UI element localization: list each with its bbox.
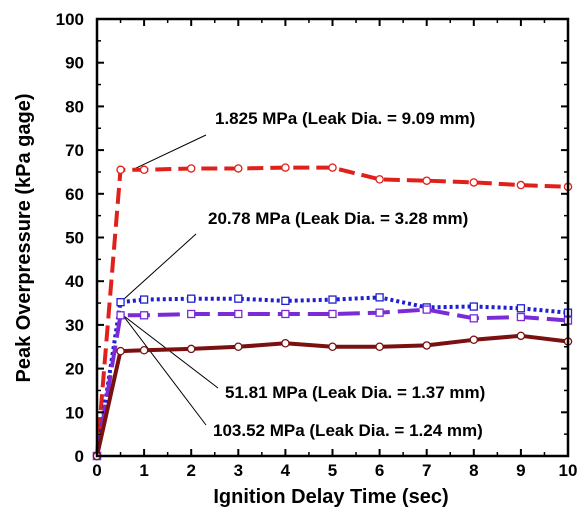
y-tick-label: 60	[65, 185, 84, 204]
annotation-series-1: 1.825 MPa (Leak Dia. = 9.09 mm)	[215, 109, 475, 128]
annotation-leaders	[120, 134, 219, 426]
series-layer	[92, 163, 573, 461]
data-point	[516, 180, 526, 190]
leader-line	[122, 314, 219, 389]
y-tick-label: 30	[65, 316, 84, 335]
y-tick-label: 70	[65, 141, 84, 160]
data-point	[139, 295, 149, 304]
x-axis-title: Ignition Delay Time (sec)	[213, 486, 448, 508]
series-4	[92, 331, 573, 461]
data-point	[281, 339, 290, 348]
annotation-series-4: 103.52 MPa (Leak Dia. = 1.24 mm)	[213, 421, 483, 440]
data-point	[139, 311, 149, 320]
data-point	[328, 163, 337, 172]
y-tick-label: 100	[56, 10, 84, 29]
x-tick-label: 3	[234, 461, 243, 480]
y-tick-label: 20	[65, 360, 84, 379]
data-point	[469, 302, 478, 311]
data-point	[116, 346, 125, 356]
annotation-series-2: 20.78 MPa (Leak Dia. = 3.28 mm)	[208, 209, 468, 228]
y-tick-label: 10	[65, 403, 84, 422]
data-point	[516, 312, 526, 322]
x-tick-label: 5	[328, 461, 337, 480]
x-tick-label: 1	[139, 461, 148, 480]
data-point	[375, 293, 384, 302]
annotation-series-3: 51.81 MPa (Leak Dia. = 1.37 mm)	[225, 383, 485, 402]
data-point	[139, 345, 149, 355]
data-point	[422, 305, 431, 314]
y-axis-title: Peak Overpressure (kPa gage)	[13, 93, 35, 382]
leader-line	[122, 314, 207, 426]
data-point	[281, 296, 290, 306]
x-tick-label: 0	[92, 461, 101, 480]
data-point	[469, 335, 479, 345]
y-tick-label: 90	[65, 54, 84, 73]
data-point	[234, 309, 243, 319]
leader-line	[132, 134, 207, 171]
data-point	[281, 309, 290, 319]
data-point	[187, 309, 196, 319]
data-point	[116, 165, 125, 175]
x-tick-label: 7	[422, 461, 431, 480]
data-point	[116, 311, 125, 320]
data-point	[516, 331, 526, 341]
x-tick-label: 4	[281, 461, 291, 480]
data-point	[516, 304, 526, 313]
x-tick-label: 9	[516, 461, 525, 480]
data-point	[139, 165, 149, 175]
x-tick-label: 6	[375, 461, 384, 480]
data-point	[422, 176, 431, 185]
x-tick-label: 10	[559, 461, 578, 480]
y-tick-label: 80	[65, 97, 84, 116]
leader-line	[120, 233, 197, 303]
y-tick-label: 40	[65, 272, 84, 291]
data-point	[328, 309, 337, 319]
data-point	[469, 314, 478, 323]
data-point	[375, 342, 384, 351]
y-tick-label: 0	[75, 447, 84, 466]
data-point	[234, 164, 243, 173]
y-tick-label: 50	[65, 229, 84, 248]
axis-ticks	[96, 18, 569, 457]
data-point	[186, 164, 196, 173]
data-point	[116, 298, 125, 307]
data-point	[186, 344, 196, 354]
x-tick-label: 2	[186, 461, 195, 480]
data-point	[328, 342, 337, 351]
data-point	[187, 294, 196, 303]
data-point	[422, 341, 431, 350]
data-point	[234, 342, 243, 351]
data-point	[469, 178, 479, 187]
x-tick-label: 8	[469, 461, 478, 480]
data-point	[375, 175, 384, 184]
data-point	[375, 308, 384, 317]
data-point	[328, 295, 337, 304]
data-point	[234, 294, 243, 303]
data-point	[281, 163, 290, 172]
